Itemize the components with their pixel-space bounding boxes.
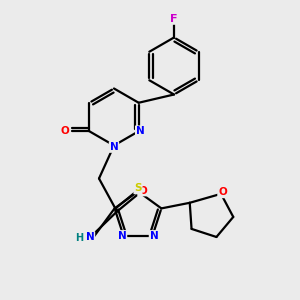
Text: N: N [136, 126, 145, 136]
Text: N: N [110, 142, 118, 152]
Text: O: O [218, 187, 227, 197]
Text: O: O [61, 126, 70, 136]
Text: N: N [85, 232, 94, 242]
Text: N: N [150, 231, 158, 241]
Text: S: S [134, 183, 142, 194]
Text: H: H [75, 232, 84, 243]
Text: O: O [138, 185, 147, 196]
Text: F: F [170, 14, 178, 24]
Text: N: N [118, 231, 126, 241]
